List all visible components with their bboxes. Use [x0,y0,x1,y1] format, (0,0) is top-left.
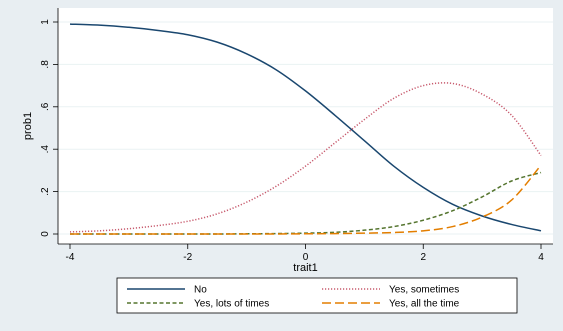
legend-label: Yes, sometimes [389,285,459,296]
y-tick-label: .6 [40,102,51,111]
legend [116,277,518,314]
x-axis-label: trait1 [293,262,317,274]
x-tick-label: 4 [538,252,544,263]
y-tick-label: 1 [40,19,51,25]
y-tick-label: .2 [40,187,51,196]
x-tick-label: 2 [420,252,426,263]
axes: 0 .2 .4 .6 .8 1 -4 -2 0 2 4 [40,8,553,263]
legend-label: Yes, lots of times [194,299,269,310]
y-tick-label: 0 [40,231,51,237]
legend-items: No Yes, sometimes Yes, lots of times Yes, a… [127,285,460,310]
x-tick-label: -4 [66,252,75,263]
y-axis-label: prob1 [22,112,34,140]
y-tick-label: .4 [40,145,51,154]
y-tick-label: .8 [40,60,51,69]
series-line-1 [69,23,542,232]
gridlines [58,21,553,235]
legend-label: No [194,285,207,296]
x-tick-label: 0 [303,252,309,263]
plot-area [58,8,553,244]
legend-label: Yes, all the time [389,299,460,310]
x-tick-label: -2 [183,252,192,263]
series-line-4 [70,164,542,235]
series-line-2 [69,82,542,233]
series-lines [69,23,542,235]
